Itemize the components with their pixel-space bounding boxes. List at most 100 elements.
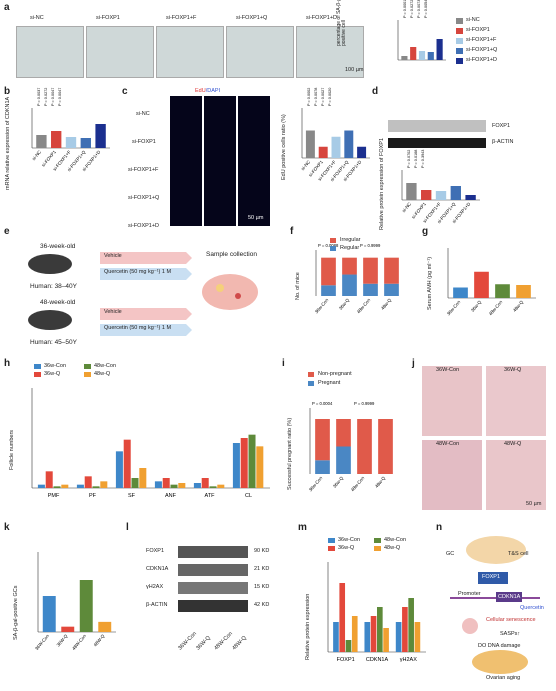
k-bar (42, 596, 56, 632)
a-img-label: si-NC (30, 15, 44, 21)
b-p-value: P = 0.0037 (37, 88, 41, 106)
a-legend-swatch (456, 28, 463, 34)
h-legend-item: 48w-Q (94, 371, 111, 377)
f-bar-segment (321, 285, 336, 296)
f-bar-segment (384, 257, 399, 284)
h-bar (76, 484, 84, 488)
m-bar (345, 640, 352, 652)
f-x-tick-label: 48w-Con (356, 297, 372, 314)
d-bar (406, 183, 417, 200)
n-label: Quercetin (520, 605, 544, 611)
sa-beta-gal-image (86, 26, 154, 78)
h-bar (84, 476, 92, 488)
c-row-label: si-FOXP1+D (128, 223, 160, 229)
arrow-shape (100, 308, 192, 320)
i-legend-item: Non-pregnant (318, 371, 352, 377)
n-label: Cellular senescence (486, 617, 536, 623)
c-scale-bar-label: 50 µm (248, 215, 264, 221)
h-bar (162, 478, 170, 488)
c-ylabel: EdU positive cells ratio (%) (281, 114, 287, 180)
mouse-icon (28, 310, 72, 330)
k-bar (61, 626, 75, 632)
j-image-label: 48W-Q (504, 441, 522, 447)
l-blot-label: FOXP1 (146, 548, 165, 554)
l-blot-label: γH2AX (146, 584, 164, 590)
i-bar-segment (357, 419, 372, 474)
f-bar-segment (342, 257, 357, 275)
panel-label-n: n (436, 522, 443, 533)
l-blot-label: CDKN1A (146, 566, 169, 572)
c-bar (331, 136, 341, 158)
k-bar (98, 621, 112, 632)
panel-label-i: i (282, 358, 285, 369)
i-bar-segment (378, 419, 393, 474)
h-legend-swatches (34, 364, 91, 377)
m-legend-swatch (328, 538, 335, 543)
h-bar (201, 478, 209, 488)
b-p-value: P = 0.0272 (44, 88, 48, 106)
c-title: EdU/DAPI (195, 88, 220, 95)
n-label: Ovarian aging (486, 675, 521, 681)
m-bar (402, 607, 408, 652)
ovary-icon (466, 536, 526, 564)
l-lane-label: 36W-Q (195, 635, 212, 652)
panel-label-d: d (372, 86, 379, 97)
g-bar (453, 287, 468, 298)
e-vehicle-label: Vehicle (104, 309, 122, 315)
e-human1: Human: 38–40Y (30, 283, 77, 290)
i-p-value: P = 0.9999 (354, 401, 375, 406)
sa-beta-gal-image (16, 26, 84, 78)
b-ylabel: mRNA relative expression of CDKN1A (5, 96, 11, 190)
panel-label-m: m (298, 522, 307, 533)
arrow-shape (100, 324, 192, 336)
a-legend-item: si-FOXP1+D (466, 57, 498, 63)
d-x-tick-label: si-NC (401, 201, 413, 213)
j-image-label: 36W-Q (504, 367, 522, 373)
h-bar (154, 481, 162, 488)
m-bar (395, 622, 402, 652)
edu-image (170, 96, 202, 226)
sa-beta-gal-image (296, 26, 364, 78)
a-legend-item: si-FOXP1+F (466, 37, 497, 43)
histology-image (486, 366, 546, 436)
d-bar (435, 191, 447, 200)
l-lane-label: 48W-Q (231, 635, 248, 652)
sa-beta-gal-image (156, 26, 224, 78)
h-ylabel: Follicle numbers (9, 429, 15, 470)
a-ylabel: percentage of SA-β-gal positive cell (336, 0, 347, 46)
m-x-tick-label: FOXP1 (337, 657, 355, 663)
d-p-value: P = 0.0702 (407, 150, 411, 168)
f-x-tick-label: 48w-Q (380, 297, 393, 311)
i-legend-swatches (308, 372, 314, 386)
h-legend-item: 36w-Q (44, 371, 61, 377)
h-legend-swatch (34, 364, 41, 369)
histology-image (486, 440, 546, 510)
i-bar-segment (315, 460, 330, 474)
b-bar (51, 131, 62, 148)
h-x-tick-label: PMF (48, 493, 60, 499)
d-bar (450, 186, 461, 200)
panel-label-a: a (4, 2, 10, 13)
chart-b: si-NCsi-FOXP1si-FOXP1+Fsi-FOXP1+Qsi-FOXP… (31, 88, 110, 172)
n-schematic (450, 536, 540, 674)
m-legend-item: 36w-Q (338, 545, 355, 551)
follicle-icon (235, 293, 241, 299)
g-x-tick-label: 48w-Con (488, 299, 504, 316)
m-legend-item: 48w-Q (384, 545, 401, 551)
h-bar (45, 471, 53, 488)
h-x-tick-label: SF (128, 493, 136, 499)
chart-a: P = 0.0001 P = 0.0272 P = 0.0073 P = 0.0054 (397, 0, 446, 61)
edu-image (238, 96, 270, 226)
l-blot (178, 546, 248, 558)
e-quercetin-label: Quercetin (50 mg kg⁻¹) 1 M (104, 325, 172, 331)
arrow-shape (100, 268, 192, 280)
h-legend-item: 48w-Con (94, 363, 117, 369)
a-legend-swatch (456, 48, 463, 54)
j-scale-bar-label: 50 µm (526, 501, 542, 507)
mouse-icon (28, 254, 72, 274)
c-p-value: P = 0.0002 (307, 88, 311, 106)
h-bar (100, 481, 108, 488)
arrow-shape (100, 252, 192, 264)
aging-ovary-icon (472, 650, 528, 674)
a-bar (418, 51, 426, 60)
